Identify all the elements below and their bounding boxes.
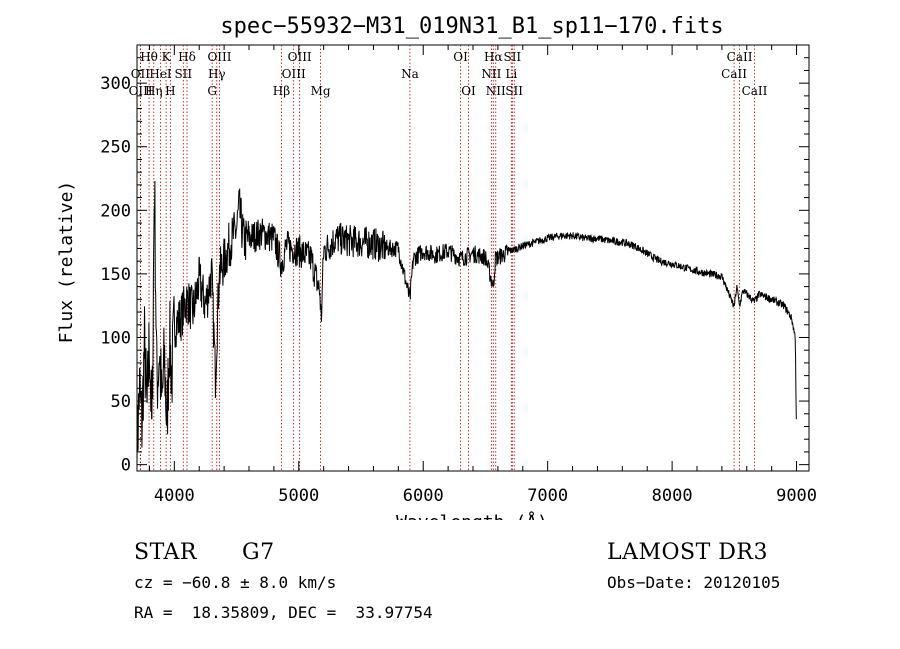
line-label: Hδ — [178, 50, 196, 64]
line-label: OI — [453, 50, 468, 64]
subclass: G7 — [242, 540, 275, 565]
line-label: SII — [503, 50, 521, 64]
line-label: OII — [131, 67, 151, 81]
spectral-line-markers — [139, 45, 755, 471]
line-label: K — [162, 50, 172, 64]
x-axis-label: Wavelength (Å) — [396, 511, 548, 520]
x-tick-label: 8000 — [652, 486, 693, 506]
x-tick-label: 5000 — [278, 486, 319, 506]
line-label: Hθ — [140, 50, 158, 64]
line-label: OIII — [288, 50, 312, 64]
x-axis-ticks: 4000 5000 6000 7000 8000 9000 — [148, 45, 817, 506]
y-tick-label: 100 — [100, 328, 131, 348]
x-tick-label: 7000 — [527, 486, 568, 506]
line-label: CaII — [721, 67, 747, 81]
line-label: CaII — [727, 50, 753, 64]
spectrum-chart: spec−55932−M31_019N31_B1_sp11−170.fits O… — [56, 14, 817, 520]
line-label: OI — [461, 84, 476, 98]
spectral-line-labels: OIIHθOIIIHηHeIKHSIIHδGHγOIIIHβOIIIOIIIMg… — [129, 50, 768, 98]
line-label: HeI — [149, 67, 172, 81]
line-label: Na — [401, 67, 419, 81]
y-tick-label: 50 — [111, 392, 131, 412]
y-tick-label: 250 — [100, 138, 131, 158]
line-label: Mg — [311, 84, 331, 98]
line-label: CaII — [742, 84, 768, 98]
line-label: NII — [486, 84, 506, 98]
line-label: G — [207, 84, 217, 98]
y-axis-ticks: 0 50 100 150 200 250 300 — [100, 57, 809, 476]
line-label: Hη — [145, 84, 163, 98]
spectrum-line — [136, 180, 797, 465]
y-tick-label: 0 — [121, 456, 131, 476]
line-label: H — [165, 84, 175, 98]
y-tick-label: 300 — [100, 74, 131, 94]
x-tick-label: 4000 — [154, 486, 195, 506]
y-axis-label: Flux (relative) — [56, 181, 77, 344]
x-tick-label: 9000 — [776, 486, 817, 506]
line-label: SII — [505, 84, 523, 98]
y-tick-label: 200 — [100, 201, 131, 221]
observation-date: Obs−Date: 20120105 — [607, 573, 781, 592]
plot-frame — [136, 44, 810, 472]
line-label: Hβ — [273, 84, 290, 98]
line-label: OIII — [207, 50, 231, 64]
line-label: Hγ — [208, 67, 226, 81]
line-label: OIII — [129, 84, 153, 98]
survey-name: LAMOST DR3 — [607, 540, 768, 565]
line-label: Hα — [484, 50, 503, 64]
object-class: STAR — [134, 540, 197, 565]
redshift-velocity: cz = −60.8 ± 8.0 km/s — [134, 573, 337, 592]
plot-border — [136, 44, 810, 472]
y-tick-label: 150 — [100, 265, 131, 285]
line-label: NII — [481, 67, 501, 81]
coordinates: RA = 18.35809, DEC = 33.97754 — [134, 603, 433, 622]
line-label: OIII — [282, 67, 306, 81]
x-tick-label: 6000 — [403, 486, 444, 506]
line-label: Li — [505, 67, 517, 81]
chart-title: spec−55932−M31_019N31_B1_sp11−170.fits — [220, 14, 723, 39]
line-label: SII — [174, 67, 192, 81]
